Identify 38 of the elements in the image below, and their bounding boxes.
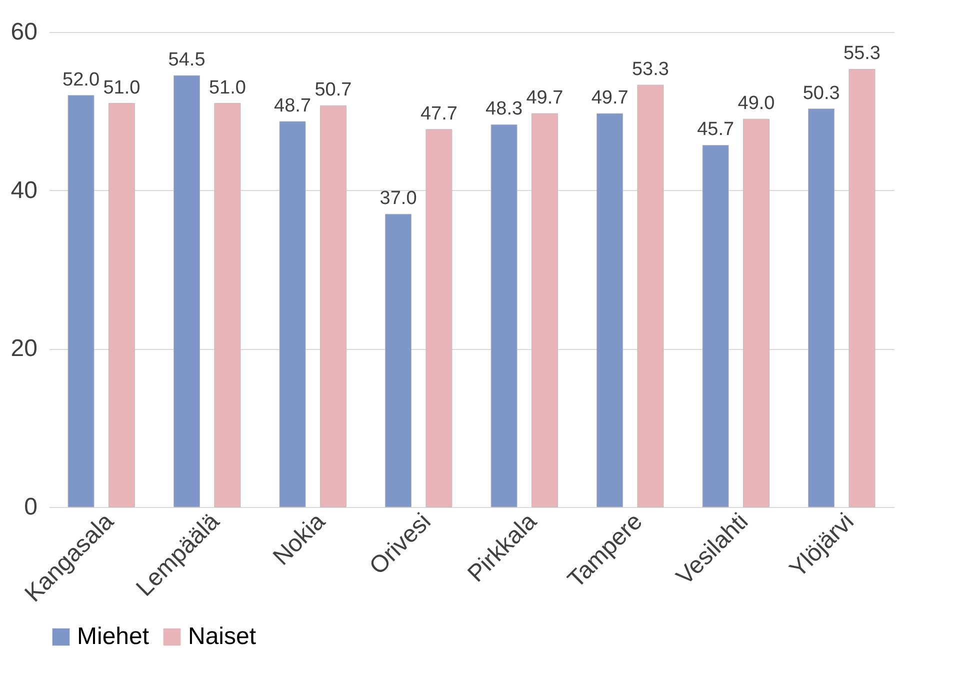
data-label: 49.7 bbox=[526, 88, 564, 109]
bar bbox=[108, 103, 135, 508]
y-tick-label: 20 bbox=[10, 335, 38, 362]
bar bbox=[742, 118, 770, 508]
data-label: 37.0 bbox=[380, 188, 417, 210]
bar bbox=[174, 75, 200, 508]
data-label: 45.7 bbox=[697, 119, 734, 140]
y-tick-label: 60 bbox=[10, 18, 38, 46]
bar bbox=[320, 105, 346, 508]
legend-label: Naiset bbox=[188, 623, 256, 650]
legend-label: Miehet bbox=[77, 623, 150, 650]
data-label: 53.3 bbox=[632, 59, 669, 80]
bar bbox=[490, 124, 518, 508]
bar bbox=[279, 121, 306, 508]
data-label: 51.0 bbox=[208, 77, 246, 98]
data-label: 50.3 bbox=[802, 82, 840, 104]
data-label: 48.7 bbox=[274, 95, 312, 116]
data-label: 51.0 bbox=[103, 77, 140, 98]
bar bbox=[426, 129, 452, 508]
bar bbox=[848, 68, 876, 508]
data-label: 47.7 bbox=[420, 103, 458, 124]
data-label: 52.0 bbox=[62, 69, 100, 90]
bar bbox=[214, 103, 241, 508]
bar bbox=[596, 113, 624, 508]
bar bbox=[385, 214, 412, 508]
bar bbox=[531, 113, 558, 508]
bar bbox=[637, 84, 664, 508]
y-tick-label: 40 bbox=[10, 176, 38, 204]
y-tick-label: 0 bbox=[24, 494, 38, 520]
bar bbox=[808, 108, 835, 508]
data-label: 50.7 bbox=[314, 80, 352, 101]
data-label: 54.5 bbox=[168, 50, 206, 71]
data-label: 49.7 bbox=[591, 88, 628, 109]
bar bbox=[702, 144, 729, 508]
data-label: 49.0 bbox=[738, 93, 775, 114]
bar bbox=[68, 95, 94, 508]
data-label: 48.3 bbox=[486, 98, 523, 120]
data-label: 55.3 bbox=[843, 43, 880, 64]
